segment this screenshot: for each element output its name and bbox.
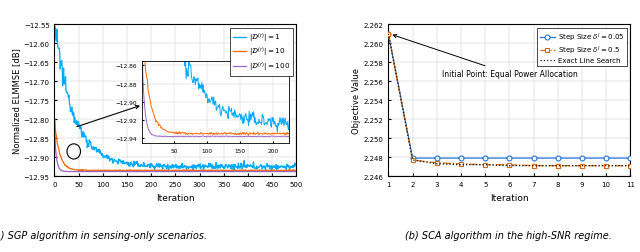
Line: Exact Line Search: Exact Line Search bbox=[388, 35, 630, 166]
$|\mathcal{D}^{(r)}|=100$ bbox=[182, 170, 190, 173]
Exact Line Search bbox=[627, 165, 634, 168]
Line: $|\mathcal{D}^{(r)}|=100$: $|\mathcal{D}^{(r)}|=100$ bbox=[55, 131, 296, 172]
Step Size $\delta^l=0.5$ bbox=[457, 163, 465, 166]
Exact Line Search bbox=[530, 165, 538, 168]
Step Size $\delta^l=0.5$ bbox=[385, 33, 392, 36]
$|\mathcal{D}^{(r)}|=1$ bbox=[287, 165, 295, 168]
Step Size $\delta^l=0.5$ bbox=[627, 165, 634, 168]
$|\mathcal{D}^{(r)}|=100$ bbox=[159, 171, 166, 174]
Step Size $\delta^l=0.05$ bbox=[530, 157, 538, 160]
$|\mathcal{D}^{(r)}|=100$ bbox=[166, 170, 174, 173]
Step Size $\delta^l=0.05$ bbox=[385, 33, 392, 36]
Exact Line Search bbox=[457, 164, 465, 167]
$|\mathcal{D}^{(r)}|=10$ bbox=[51, 118, 59, 121]
Legend: $|\mathcal{D}^{(r)}|=1$, $|\mathcal{D}^{(r)}|=10$, $|\mathcal{D}^{(r)}|=100$: $|\mathcal{D}^{(r)}|=1$, $|\mathcal{D}^{… bbox=[230, 29, 293, 76]
$|\mathcal{D}^{(r)}|=10$ bbox=[195, 169, 203, 172]
Line: $|\mathcal{D}^{(r)}|=1$: $|\mathcal{D}^{(r)}|=1$ bbox=[55, 27, 296, 171]
$|\mathcal{D}^{(r)}|=100$ bbox=[287, 170, 295, 173]
$|\mathcal{D}^{(r)}|=1$ bbox=[292, 164, 300, 167]
$|\mathcal{D}^{(r)}|=10$ bbox=[292, 169, 300, 172]
Exact Line Search bbox=[481, 164, 489, 167]
Step Size $\delta^l=0.05$ bbox=[506, 157, 513, 160]
X-axis label: Iteration: Iteration bbox=[490, 193, 529, 202]
$|\mathcal{D}^{(r)}|=10$ bbox=[250, 169, 257, 172]
Y-axis label: Objective Value: Objective Value bbox=[352, 68, 361, 134]
$|\mathcal{D}^{(r)}|=10$ bbox=[168, 169, 175, 172]
$|\mathcal{D}^{(r)}|=1$ bbox=[250, 161, 257, 164]
Step Size $\delta^l=0.5$ bbox=[409, 159, 417, 162]
$|\mathcal{D}^{(r)}|=1$ bbox=[182, 165, 189, 168]
Step Size $\delta^l=0.5$ bbox=[530, 165, 538, 168]
$|\mathcal{D}^{(r)}|=10$ bbox=[287, 170, 295, 173]
$|\mathcal{D}^{(r)}|=100$ bbox=[250, 170, 257, 173]
Step Size $\delta^l=0.5$ bbox=[481, 164, 489, 167]
Step Size $\delta^l=0.05$ bbox=[578, 157, 586, 160]
Step Size $\delta^l=0.05$ bbox=[481, 157, 489, 160]
Exact Line Search bbox=[554, 165, 562, 168]
Exact Line Search bbox=[385, 33, 392, 36]
Step Size $\delta^l=0.05$ bbox=[602, 157, 610, 160]
$|\mathcal{D}^{(r)}|=100$ bbox=[168, 170, 175, 173]
$|\mathcal{D}^{(r)}|=100$ bbox=[51, 130, 59, 133]
Exact Line Search bbox=[578, 165, 586, 168]
Legend: Step Size $\delta^l=0.05$, Step Size $\delta^l=0.5$, Exact Line Search: Step Size $\delta^l=0.05$, Step Size $\d… bbox=[537, 29, 627, 67]
$|\mathcal{D}^{(r)}|=100$ bbox=[195, 170, 203, 173]
Step Size $\delta^l=0.5$ bbox=[506, 164, 513, 167]
$|\mathcal{D}^{(r)}|=1$ bbox=[166, 165, 173, 168]
$|\mathcal{D}^{(r)}|=1$ bbox=[189, 169, 197, 172]
$|\mathcal{D}^{(r)}|=10$ bbox=[182, 169, 190, 172]
$|\mathcal{D}^{(r)}|=10$ bbox=[166, 169, 174, 172]
Exact Line Search bbox=[506, 165, 513, 168]
Line: Step Size $\delta^l=0.5$: Step Size $\delta^l=0.5$ bbox=[387, 33, 632, 168]
Exact Line Search bbox=[602, 165, 610, 168]
Step Size $\delta^l=0.5$ bbox=[578, 165, 586, 168]
Step Size $\delta^l=0.05$ bbox=[457, 157, 465, 160]
X-axis label: Iteration: Iteration bbox=[156, 193, 195, 202]
Step Size $\delta^l=0.05$ bbox=[554, 157, 562, 160]
Step Size $\delta^l=0.05$ bbox=[433, 157, 440, 160]
Line: Step Size $\delta^l=0.05$: Step Size $\delta^l=0.05$ bbox=[386, 32, 633, 161]
Step Size $\delta^l=0.05$ bbox=[627, 157, 634, 160]
Step Size $\delta^l=0.5$ bbox=[433, 162, 440, 165]
$|\mathcal{D}^{(r)}|=10$ bbox=[129, 170, 137, 173]
$|\mathcal{D}^{(r)}|=100$ bbox=[292, 170, 300, 173]
Line: $|\mathcal{D}^{(r)}|=10$: $|\mathcal{D}^{(r)}|=10$ bbox=[55, 120, 296, 172]
Step Size $\delta^l=0.5$ bbox=[554, 165, 562, 168]
Step Size $\delta^l=0.5$ bbox=[602, 165, 610, 168]
$|\mathcal{D}^{(r)}|=1$ bbox=[167, 167, 175, 170]
$|\mathcal{D}^{(r)}|=1$ bbox=[51, 25, 59, 28]
Step Size $\delta^l=0.05$ bbox=[409, 157, 417, 160]
Text: Initial Point: Equal Power Allocation: Initial Point: Equal Power Allocation bbox=[393, 35, 577, 79]
$|\mathcal{D}^{(r)}|=1$ bbox=[195, 166, 203, 169]
Exact Line Search bbox=[409, 159, 417, 162]
Exact Line Search bbox=[433, 163, 440, 166]
Text: (a) SGP algorithm in sensing-only scenarios.: (a) SGP algorithm in sensing-only scenar… bbox=[0, 230, 207, 240]
Y-axis label: Normalized ELMMSE [dB]: Normalized ELMMSE [dB] bbox=[12, 48, 20, 153]
Text: (b) SCA algorithm in the high-SNR regime.: (b) SCA algorithm in the high-SNR regime… bbox=[405, 230, 612, 240]
